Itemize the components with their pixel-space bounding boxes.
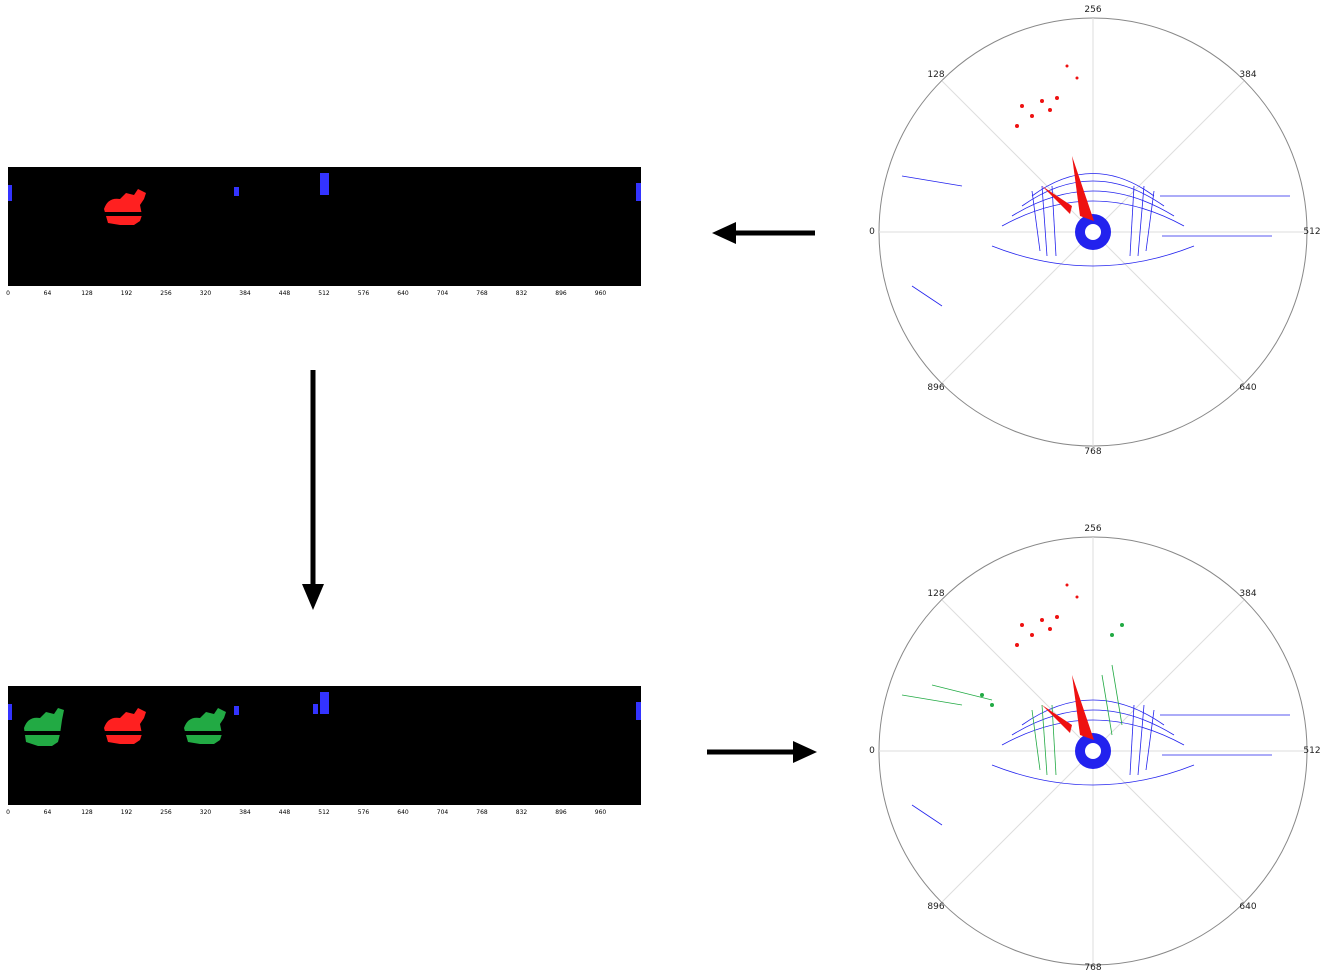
tick-label: 64	[43, 290, 52, 297]
polar-label-bottom: 768	[1084, 447, 1102, 457]
polar-label-top-right: 384	[1239, 70, 1257, 80]
polar-plot-augmented: 256 128 384 0 512 896 640 768	[869, 524, 1321, 973]
tick-label: 448	[278, 809, 291, 816]
green-points	[901, 664, 1123, 776]
tick-label: 896	[555, 290, 567, 297]
tick-label: 192	[120, 809, 133, 816]
polar-label-bottom: 768	[1084, 963, 1102, 973]
red-object	[98, 708, 146, 744]
tick-label: 832	[515, 809, 528, 816]
green-object-right	[178, 708, 226, 744]
tick-label: 576	[357, 809, 370, 816]
tick-label: 640	[397, 809, 409, 816]
tick-label: 448	[278, 290, 291, 297]
tick-label: 320	[199, 809, 212, 816]
range-image-original	[8, 167, 641, 286]
tick-label: 576	[357, 290, 370, 297]
polar-label-right: 512	[1303, 227, 1321, 237]
arrow-left-icon	[712, 222, 815, 244]
polar-label-bottom-left: 896	[927, 902, 945, 912]
red-object	[98, 189, 146, 225]
red-points	[1015, 64, 1094, 221]
tick-label: 320	[199, 290, 212, 297]
blue-objects	[8, 692, 641, 720]
polar-label-top-left: 128	[927, 70, 945, 80]
tick-label: 64	[43, 809, 52, 816]
tick-label: 768	[476, 809, 488, 816]
tick-label: 0	[6, 809, 10, 816]
blue-objects	[8, 173, 641, 201]
polar-label-top-left: 128	[927, 589, 945, 599]
tick-label: 256	[160, 290, 172, 297]
polar-label-left: 0	[869, 746, 875, 756]
tick-label: 0	[6, 290, 10, 297]
polar-label-left: 0	[869, 227, 875, 237]
tick-label: 128	[81, 809, 93, 816]
tick-label: 832	[515, 290, 528, 297]
tick-label: 192	[120, 290, 133, 297]
range-axis-augmented: 0 64 128 192 256 320 384 448 512 576 640…	[6, 805, 641, 819]
tick-label: 384	[239, 290, 251, 297]
tick-label: 512	[318, 809, 330, 816]
tick-label: 704	[436, 809, 449, 816]
blue-points	[901, 173, 1290, 307]
arrow-right-icon	[707, 741, 817, 763]
polar-label-top: 256	[1084, 5, 1102, 15]
tick-label: 896	[555, 809, 567, 816]
polar-label-top-right: 384	[1239, 589, 1257, 599]
polar-canvas-original	[878, 17, 1308, 447]
tick-label: 256	[160, 809, 172, 816]
tick-label: 384	[239, 809, 251, 816]
red-points	[1015, 583, 1094, 740]
green-object-left	[18, 708, 64, 746]
polar-label-bottom-right: 640	[1239, 383, 1257, 393]
tick-label: 768	[476, 290, 488, 297]
tick-label: 128	[81, 290, 93, 297]
tick-label: 512	[318, 290, 330, 297]
range-axis-original: 0 64 128 192 256 320 384 448 512 576 640…	[6, 286, 641, 300]
tick-label: 704	[436, 290, 449, 297]
range-image-canvas-augmented	[8, 686, 641, 805]
tick-label: 960	[594, 809, 607, 816]
tick-label: 640	[397, 290, 409, 297]
blue-points	[911, 699, 1290, 826]
range-image-augmented	[8, 686, 641, 805]
polar-plot-original: 256 128 384 0 512 896 640 768	[869, 5, 1321, 458]
polar-label-top: 256	[1084, 524, 1102, 534]
polar-label-right: 512	[1303, 746, 1321, 756]
tick-label: 960	[594, 290, 607, 297]
polar-canvas-augmented	[878, 536, 1308, 966]
range-image-canvas-original	[8, 167, 641, 286]
polar-label-bottom-right: 640	[1239, 902, 1257, 912]
arrow-down-icon	[302, 370, 324, 610]
polar-label-bottom-left: 896	[927, 383, 945, 393]
